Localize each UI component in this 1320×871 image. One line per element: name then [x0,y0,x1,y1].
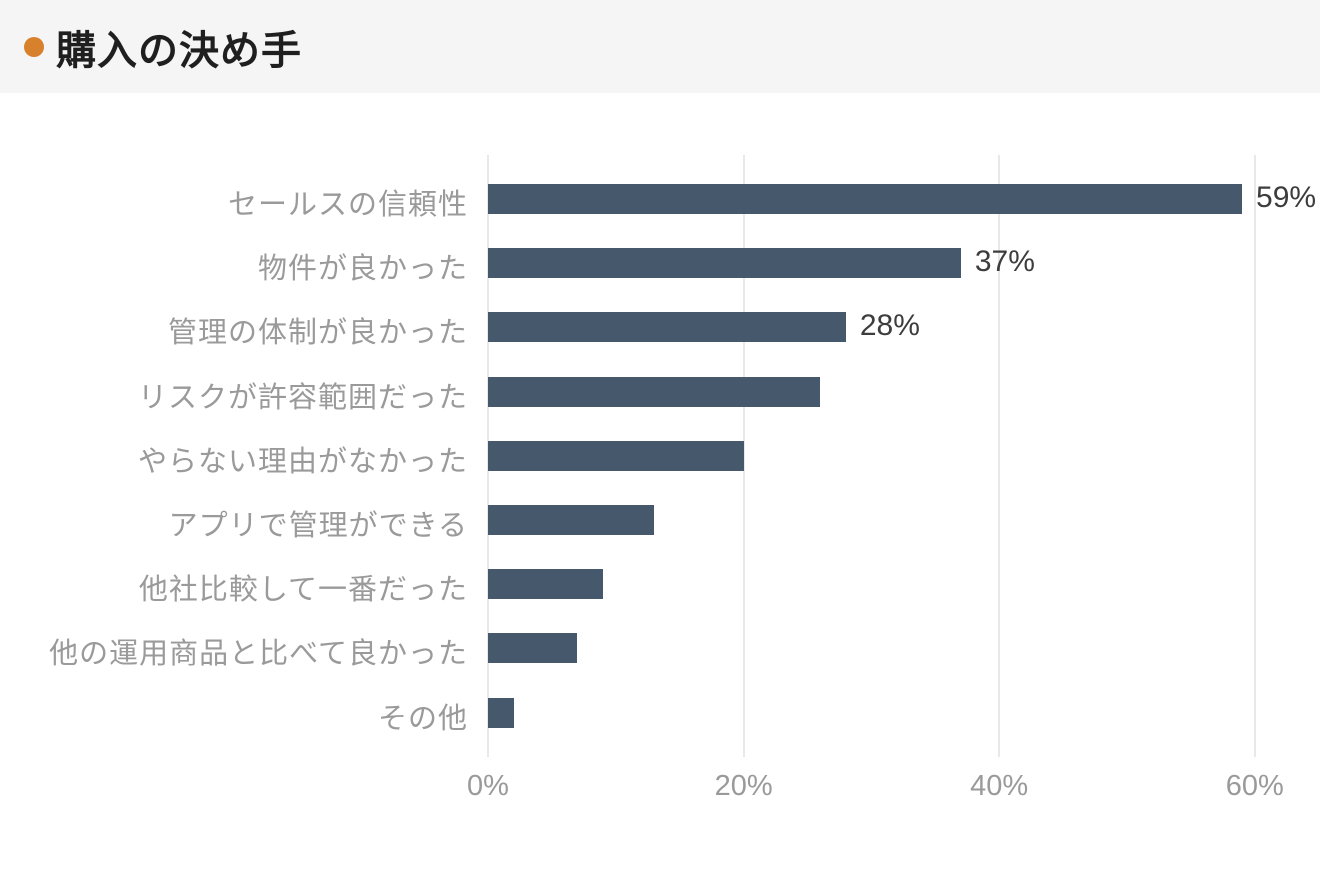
category-label: 物件が良かった [257,253,468,286]
bar [488,440,744,471]
gridline [998,155,1001,757]
category-label: アプリで管理ができる [168,510,468,542]
bar [488,697,514,728]
bar [488,633,578,664]
category-label: セールスの信頼性 [227,189,468,221]
gridline [1253,155,1256,757]
x-tick-label: 0% [467,770,509,802]
page-title: 購入の決め手 [56,28,302,73]
bar [488,184,1243,214]
category-label: 他社比較して一番だった [138,574,468,607]
x-tick-label: 60% [1225,770,1284,802]
value-label: 59% [1256,181,1317,214]
bar [488,248,961,279]
bar [488,569,604,600]
chart-header: 購入の決め手 [0,0,1320,93]
bullet-icon [24,36,44,57]
category-label: 管理の体制が良かった [167,317,468,350]
x-tick-label: 40% [970,770,1029,802]
bar [488,312,846,343]
bar [488,376,821,407]
category-label: 他の運用商品と比べて良かった [49,638,468,671]
x-tick-label: 20% [714,770,773,802]
category-label: リスクが許容範囲だった [137,381,468,414]
bar [488,505,655,535]
bar-chart: セールスの信頼性 59% 物件が良かった 37% 管理の体制が良かった 28% リスクが許容… [0,93,1320,871]
value-label: 28% [859,309,920,343]
value-label: 37% [974,245,1035,279]
category-label: その他 [377,702,468,735]
category-label: やらない理由がなかった [137,445,468,478]
gridline [742,155,745,757]
